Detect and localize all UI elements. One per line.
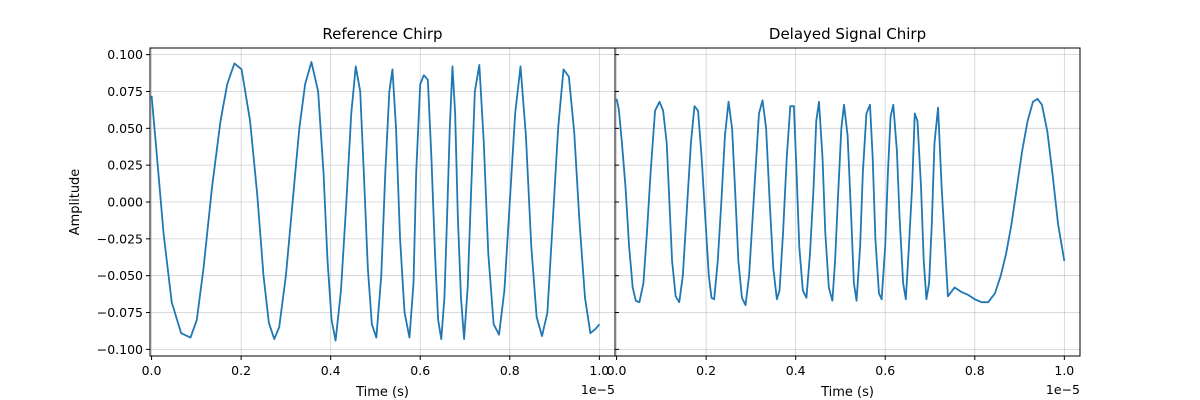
delayed-signal-chirp-xlabel: Time (s) [820, 385, 874, 400]
x-tick-label: 0.6 [875, 363, 895, 378]
delayed-signal-chirp-panel: 0.0 0.2 0.4 0.6 0.8 1.0 Delayed Signal Chirp … [607, 25, 1081, 400]
x-tick-label: 0.6 [410, 363, 430, 378]
x-tick-label: 1.0 [1054, 363, 1074, 378]
y-tick-label: −0.025 [97, 231, 143, 246]
x-tick-label: 0.2 [696, 363, 716, 378]
y-tick-label: 0.050 [107, 121, 143, 136]
y-tick-label: 0.000 [107, 195, 143, 210]
y-tick-label: 0.100 [107, 47, 143, 62]
y-tick-label: 0.025 [107, 158, 143, 173]
reference-chirp-x-offset: 1e−5 [581, 382, 615, 397]
reference-chirp-line [150, 61, 601, 342]
x-tick-label: 0.4 [786, 363, 806, 378]
y-tick-label: −0.100 [97, 342, 143, 357]
y-tick-label: −0.075 [97, 305, 143, 320]
y-tick-label: 0.075 [107, 84, 143, 99]
delayed-signal-chirp-line [615, 97, 1066, 307]
x-tick-label: 0.0 [142, 363, 162, 378]
reference-chirp-xlabel: Time (s) [355, 385, 409, 400]
y-tick-label: −0.050 [97, 268, 143, 283]
x-tick-label: 0.2 [231, 363, 251, 378]
x-tick-label: 0.0 [607, 363, 627, 378]
delayed-signal-chirp-x-offset: 1e−5 [1046, 382, 1080, 397]
delayed-signal-chirp-title: Delayed Signal Chirp [769, 25, 926, 43]
x-tick-label: 1.0 [589, 363, 609, 378]
reference-chirp-ylabel: Amplitude [68, 169, 83, 236]
x-tick-label: 0.8 [965, 363, 985, 378]
reference-chirp-title: Reference Chirp [322, 25, 442, 43]
x-tick-label: 0.4 [321, 363, 341, 378]
reference-chirp-panel: 0.0 0.2 0.4 0.6 0.8 1.0 −0.100 −0.075 −0.050 −0.0… [68, 25, 616, 400]
x-tick-label: 0.8 [500, 363, 520, 378]
